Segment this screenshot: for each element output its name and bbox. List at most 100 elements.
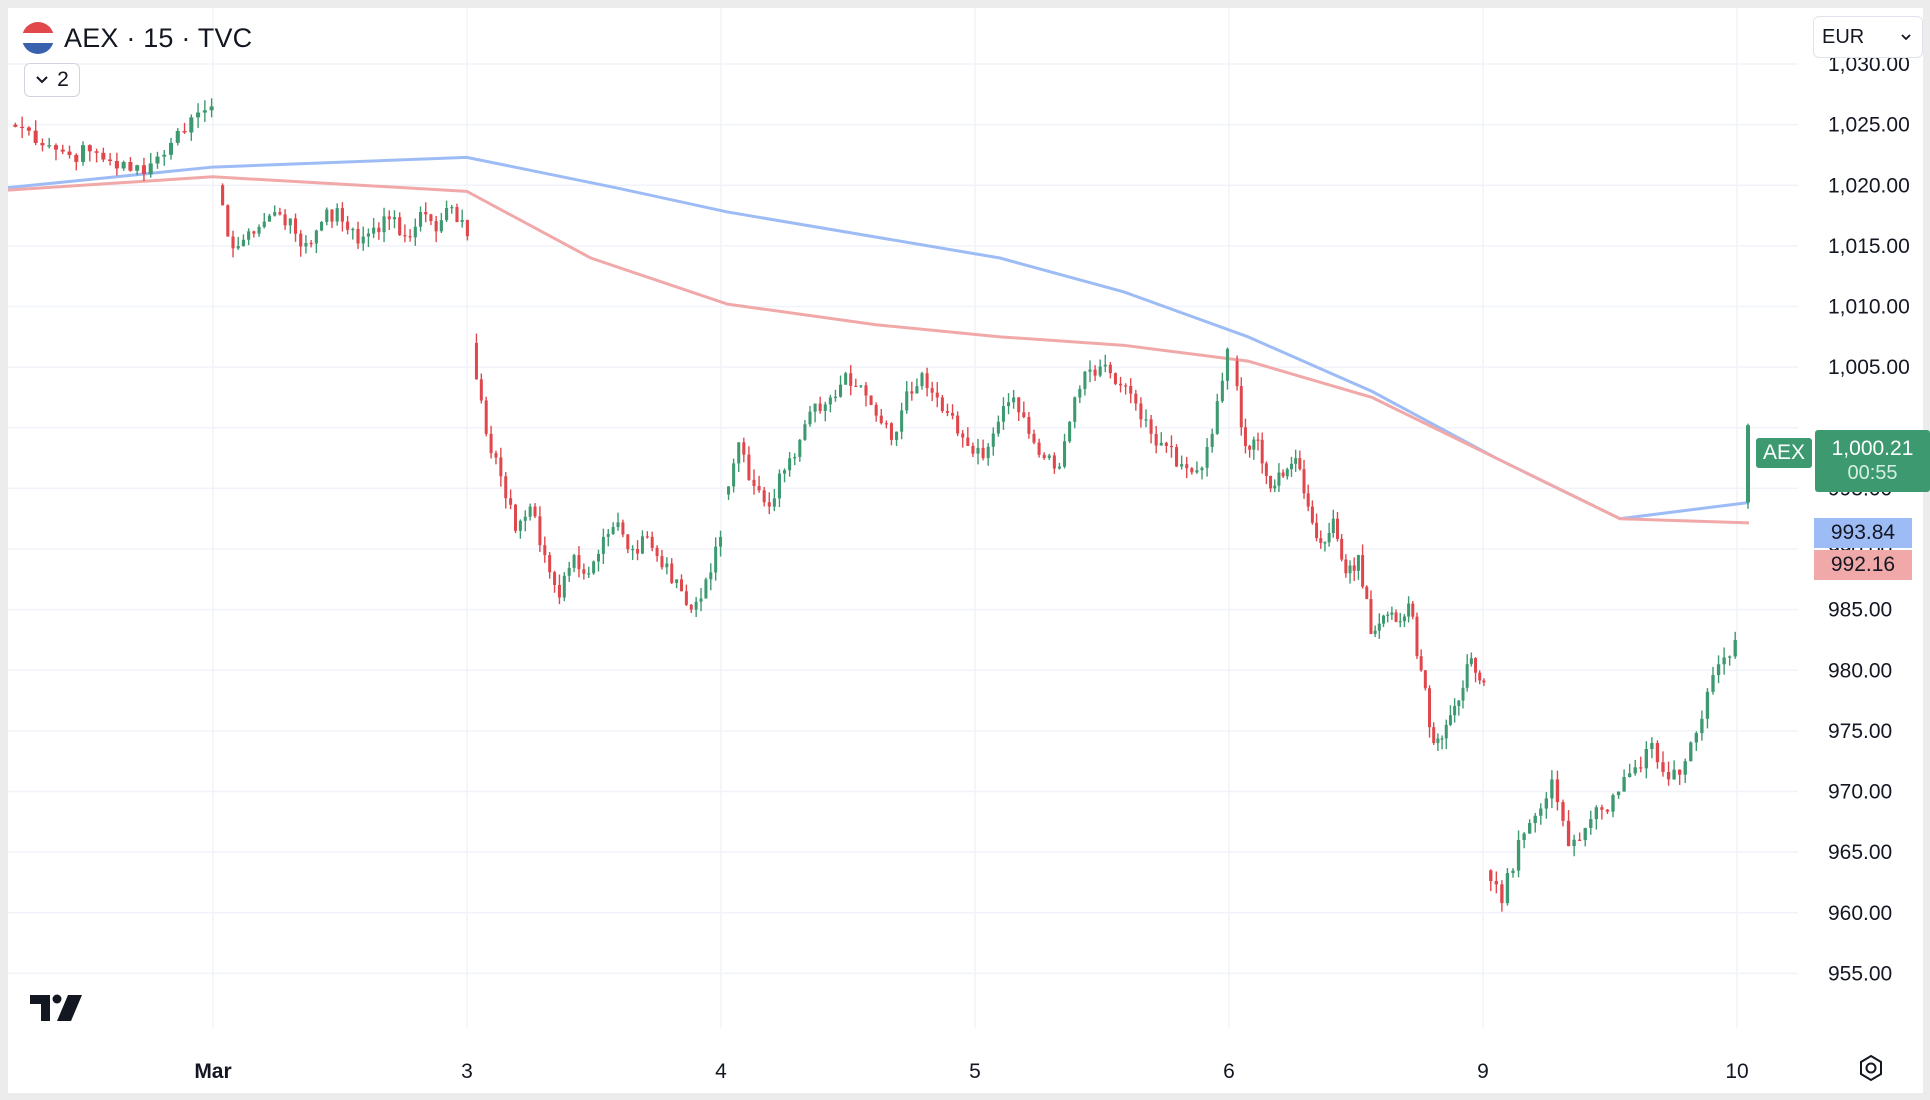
y-tick-label: 1,005.00 xyxy=(1828,356,1910,379)
candle xyxy=(1037,438,1041,458)
candle-body xyxy=(356,228,360,244)
candle xyxy=(1063,433,1067,469)
candle-body xyxy=(1149,419,1153,434)
candle-body xyxy=(1277,472,1281,486)
price-chart[interactable]: 1,030.00 1,025.00 1,020.00 1,015.00 1,010.00… xyxy=(8,8,1923,1093)
candle xyxy=(1722,647,1726,675)
currency-select[interactable]: EUR xyxy=(1813,16,1923,58)
candle-body xyxy=(26,127,31,131)
candle xyxy=(783,468,787,483)
ema-line xyxy=(8,175,1750,525)
candle xyxy=(351,227,355,240)
candle xyxy=(128,157,133,172)
candle-body xyxy=(67,151,72,155)
candle-body xyxy=(94,151,99,153)
candle xyxy=(1700,710,1704,741)
candle xyxy=(991,427,995,456)
candle-body xyxy=(1594,807,1598,820)
candle-body xyxy=(1210,433,1214,447)
candle xyxy=(1195,461,1199,474)
candle-body xyxy=(1369,599,1373,634)
candle xyxy=(403,224,407,243)
candle xyxy=(101,147,106,163)
candle xyxy=(714,537,718,581)
candle-body xyxy=(732,463,736,487)
candle xyxy=(577,546,581,578)
candle-body xyxy=(382,216,386,233)
candle-body xyxy=(788,458,792,471)
candle xyxy=(252,230,256,238)
candle xyxy=(518,519,522,539)
candle xyxy=(1361,544,1365,589)
candle xyxy=(1277,463,1281,492)
candle-body xyxy=(864,385,868,396)
candle-body xyxy=(828,397,832,405)
candle xyxy=(221,183,225,206)
candle xyxy=(1154,425,1158,454)
candle-body xyxy=(606,533,610,537)
tradingview-logo[interactable] xyxy=(28,993,84,1023)
candle xyxy=(226,204,230,237)
candle-body xyxy=(1661,762,1665,772)
candle-body xyxy=(121,162,126,169)
candle-body xyxy=(1175,447,1179,467)
y-tick-label: 1,025.00 xyxy=(1828,114,1910,137)
candle xyxy=(1478,670,1482,685)
candle-body xyxy=(1394,612,1398,622)
candle xyxy=(455,203,459,223)
y-tick-label: 1,030.00 xyxy=(1828,53,1910,76)
candle-body xyxy=(945,411,949,413)
candle xyxy=(777,469,781,507)
chart-frame: 1,030.00 1,025.00 1,020.00 1,015.00 1,010.00… xyxy=(8,8,1930,1093)
x-tick-label: 9 xyxy=(1477,1060,1489,1083)
y-tick-label: 985.00 xyxy=(1828,599,1892,622)
candle xyxy=(81,141,86,166)
candle xyxy=(1572,834,1576,857)
candle xyxy=(1728,655,1732,666)
candle-body xyxy=(1377,623,1381,631)
candle xyxy=(1285,467,1289,480)
candle-body xyxy=(884,423,888,425)
candle-body xyxy=(1683,761,1687,775)
candle-body xyxy=(577,555,581,570)
candle xyxy=(1711,666,1715,695)
candle-body xyxy=(189,117,194,133)
candle-body xyxy=(650,536,654,548)
candle xyxy=(372,218,376,239)
candle xyxy=(1042,452,1046,460)
x-tick-label: 6 xyxy=(1223,1060,1235,1083)
candle xyxy=(1022,401,1026,419)
candle xyxy=(1103,354,1107,373)
candle xyxy=(1264,461,1268,485)
candle xyxy=(1407,596,1411,623)
candle xyxy=(818,396,822,414)
settings-icon[interactable] xyxy=(1856,1053,1886,1083)
candle xyxy=(951,404,955,420)
indicators-toggle-button[interactable]: 2 xyxy=(24,63,80,97)
candle xyxy=(1302,459,1306,499)
candle xyxy=(553,570,557,593)
candle-body xyxy=(1340,538,1344,560)
candle-body xyxy=(418,211,423,227)
candle-body xyxy=(709,572,713,580)
candle xyxy=(719,530,723,557)
candle-body xyxy=(1628,773,1632,778)
candle-body xyxy=(572,555,576,568)
netherlands-flag-icon xyxy=(22,22,54,54)
candle xyxy=(479,373,483,404)
candle-body xyxy=(168,142,174,155)
symbol-header: AEX · 15 · TVC xyxy=(22,18,252,58)
candle-body xyxy=(1511,870,1515,874)
candle-body xyxy=(1220,380,1224,402)
candle xyxy=(925,367,929,397)
candle xyxy=(231,230,235,258)
candle-body xyxy=(408,236,412,238)
candle-body xyxy=(704,579,708,599)
candle xyxy=(823,401,827,422)
candle-body xyxy=(719,536,723,547)
candle xyxy=(1550,770,1554,809)
candle xyxy=(601,528,605,564)
candle xyxy=(1650,737,1654,759)
candle-body xyxy=(1310,506,1314,523)
candle-body xyxy=(509,498,513,505)
